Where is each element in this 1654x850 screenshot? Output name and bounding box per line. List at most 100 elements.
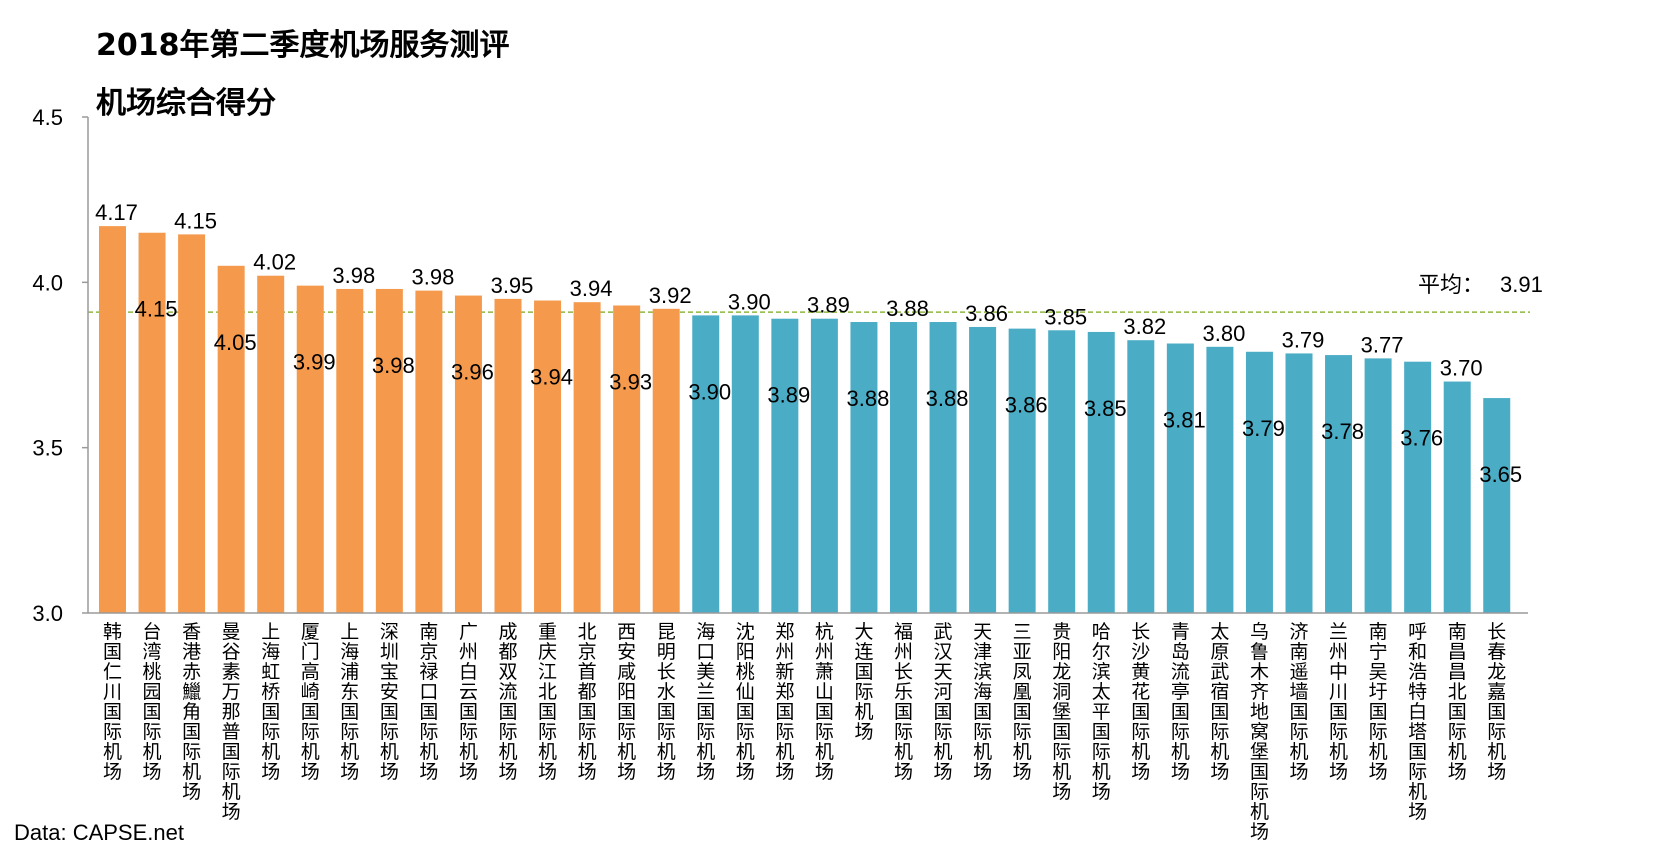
x-tick-label: 贵阳龙洞堡国际机场 (1052, 621, 1071, 803)
bar (969, 326, 997, 613)
x-tick-label: 太原武宿国际机场 (1210, 621, 1229, 783)
x-tick-label: 长春龙嘉国际机场 (1487, 621, 1506, 783)
data-label: 3.79 (1242, 416, 1285, 441)
x-tick-label: 呼和浩特白塔国际机场 (1408, 621, 1427, 823)
x-tick-label: 哈尔滨太平国际机场 (1092, 621, 1111, 803)
bar (1285, 353, 1313, 613)
x-tick-label: 武汉天河国际机场 (934, 621, 953, 783)
x-tick-label: 沈阳桃仙国际机场 (736, 621, 755, 783)
x-tick-label: 南昌昌北国际机场 (1448, 621, 1467, 783)
bar (415, 290, 443, 613)
bar (1364, 358, 1392, 613)
x-tick-label: 南京禄口国际机场 (419, 621, 438, 783)
x-tick-label: 西安咸阳国际机场 (617, 621, 636, 783)
bar (850, 322, 878, 613)
data-label: 4.02 (253, 250, 296, 275)
average-label: 平均： (1418, 273, 1484, 298)
bar (1008, 328, 1036, 613)
data-label: 3.99 (293, 350, 336, 375)
x-tick-label: 乌鲁木齐地窝堡国际机场 (1250, 621, 1269, 843)
bar (257, 275, 285, 613)
x-tick-label: 台湾桃园国际机场 (143, 621, 162, 783)
bar (1245, 351, 1273, 613)
bar (652, 308, 680, 613)
chart-subtitle: 机场综合得分 (96, 86, 276, 121)
bar (1325, 355, 1353, 613)
data-label: 3.89 (767, 383, 810, 408)
bar (692, 315, 720, 613)
x-tick-label: 韩国仁川国际机场 (103, 621, 122, 783)
x-tick-label: 三亚凤凰国际机场 (1013, 621, 1032, 783)
data-label: 3.98 (411, 265, 454, 290)
data-label: 3.79 (1282, 327, 1325, 352)
data-label: 3.92 (649, 283, 692, 308)
data-label: 3.90 (728, 289, 771, 314)
data-label: 4.17 (95, 200, 138, 225)
bar (1483, 398, 1511, 613)
bar (1404, 361, 1432, 613)
data-label: 3.88 (847, 386, 890, 411)
data-label: 3.65 (1479, 462, 1522, 487)
x-tick-label: 郑州新郑国际机场 (775, 621, 794, 783)
data-label: 3.86 (965, 301, 1008, 326)
x-tick-label: 杭州萧山国际机场 (815, 621, 834, 783)
data-label: 3.86 (1005, 393, 1048, 418)
x-tick-label: 成都双流国际机场 (498, 621, 517, 783)
x-tick-label: 南宁吴圩国际机场 (1369, 621, 1388, 783)
bar (1206, 346, 1234, 613)
y-tick-label: 3.0 (32, 601, 63, 626)
data-label: 3.96 (451, 360, 494, 385)
x-tick-label: 上海浦东国际机场 (340, 621, 359, 783)
bar (375, 288, 403, 613)
x-tick-label: 海口美兰国际机场 (696, 621, 715, 783)
bar (573, 302, 601, 613)
bar (454, 295, 482, 613)
data-label: 4.15 (135, 297, 178, 322)
x-tick-label: 长沙黄花国际机场 (1131, 621, 1150, 783)
data-label: 3.80 (1202, 321, 1245, 346)
x-tick-label: 济南遥墙国际机场 (1289, 621, 1308, 783)
y-tick-label: 4.5 (32, 105, 63, 130)
data-label: 3.88 (926, 386, 969, 411)
x-tick-label: 昆明长水国际机场 (657, 621, 676, 783)
bar (336, 288, 364, 613)
data-label: 3.94 (530, 365, 573, 390)
bar (494, 298, 522, 613)
data-label: 4.05 (214, 330, 257, 355)
bar (1048, 330, 1076, 613)
bar (1166, 343, 1194, 613)
x-tick-label: 深圳宝安国际机场 (380, 621, 399, 783)
bar (771, 318, 799, 613)
x-tick-label: 厦门高崎国际机场 (301, 621, 320, 783)
bar (731, 315, 759, 613)
x-tick-label: 上海虹桥国际机场 (261, 621, 280, 783)
bar (138, 232, 166, 613)
data-label: 3.70 (1440, 356, 1483, 381)
bar (929, 322, 957, 613)
bar (890, 322, 917, 613)
source-note: Data: CAPSE.net (14, 820, 184, 845)
chart-title: 2018年第二季度机场服务测评 (96, 28, 510, 63)
bar (613, 305, 641, 613)
y-tick-label: 3.5 (32, 436, 63, 461)
data-label: 3.88 (886, 296, 929, 321)
bar (178, 234, 206, 614)
data-label: 3.94 (570, 276, 613, 301)
data-label: 3.98 (332, 263, 375, 288)
data-label: 3.82 (1123, 314, 1166, 339)
data-label: 4.15 (174, 208, 217, 233)
data-label: 3.81 (1163, 408, 1206, 433)
bar (217, 265, 245, 613)
x-tick-label: 福州长乐国际机场 (894, 621, 913, 783)
x-tick-label: 兰州中川国际机场 (1329, 621, 1348, 783)
x-tick-label: 北京首都国际机场 (578, 621, 597, 783)
bar (1127, 340, 1155, 613)
data-label: 3.78 (1321, 419, 1364, 444)
x-tick-label: 青岛流亭国际机场 (1171, 621, 1190, 783)
data-label: 3.77 (1361, 332, 1404, 357)
data-label: 3.93 (609, 369, 652, 394)
data-label: 3.85 (1044, 304, 1087, 329)
x-tick-label: 天津滨海国际机场 (973, 621, 992, 783)
x-tick-label: 香港赤鱲角国际机场 (182, 621, 201, 803)
